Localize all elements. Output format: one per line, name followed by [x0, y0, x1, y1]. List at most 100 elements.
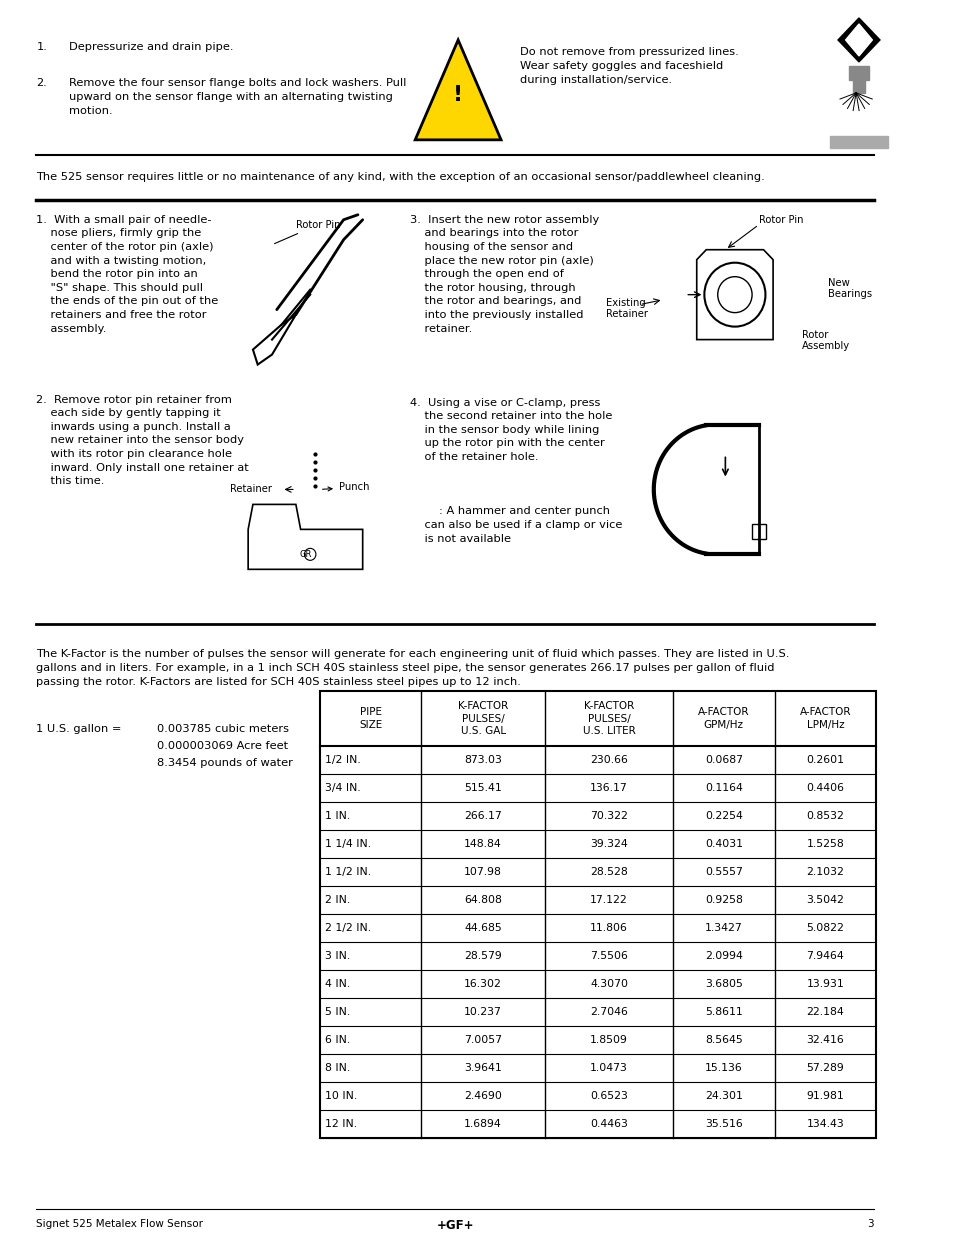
Text: 0.1164: 0.1164: [704, 783, 742, 793]
Text: 0.2601: 0.2601: [805, 755, 843, 766]
Text: A-FACTOR
LPM/Hz: A-FACTOR LPM/Hz: [799, 708, 850, 730]
Text: 107.98: 107.98: [464, 867, 501, 877]
Text: 35.516: 35.516: [704, 1119, 741, 1129]
Text: 8.3454 pounds of water: 8.3454 pounds of water: [157, 758, 294, 768]
Text: 1.0473: 1.0473: [590, 1063, 627, 1073]
Bar: [852, 80, 863, 93]
Text: 1 1/4 IN.: 1 1/4 IN.: [324, 839, 371, 848]
Text: 0.000003069 Acre feet: 0.000003069 Acre feet: [157, 741, 289, 751]
Text: 3: 3: [866, 1219, 873, 1229]
Text: Rotor
Assembly: Rotor Assembly: [801, 330, 849, 351]
Text: A-FACTOR
GPM/Hz: A-FACTOR GPM/Hz: [698, 708, 749, 730]
Text: 134.43: 134.43: [805, 1119, 843, 1129]
Text: 2.1032: 2.1032: [805, 867, 843, 877]
Text: 15.136: 15.136: [704, 1063, 741, 1073]
Polygon shape: [415, 40, 500, 140]
Text: 6 IN.: 6 IN.: [324, 1035, 350, 1045]
Text: 3.9641: 3.9641: [464, 1063, 501, 1073]
Text: : A hammer and center punch
    can also be used if a clamp or vice
    is not a: : A hammer and center punch can also be …: [410, 506, 622, 543]
Text: 0.5557: 0.5557: [704, 867, 742, 877]
Text: 57.289: 57.289: [805, 1063, 843, 1073]
Text: 2.0994: 2.0994: [704, 951, 742, 961]
Text: 136.17: 136.17: [590, 783, 627, 793]
Text: 5 IN.: 5 IN.: [324, 1007, 350, 1016]
Text: 10.237: 10.237: [464, 1007, 501, 1016]
Text: 1 U.S. gallon =: 1 U.S. gallon =: [36, 724, 122, 734]
Text: 1.5258: 1.5258: [805, 839, 843, 848]
Text: 3 IN.: 3 IN.: [324, 951, 350, 961]
Text: 1/2 IN.: 1/2 IN.: [324, 755, 360, 766]
Text: Signet 525 Metalex Flow Sensor: Signet 525 Metalex Flow Sensor: [36, 1219, 203, 1229]
Text: 7.0057: 7.0057: [464, 1035, 501, 1045]
Text: 12 IN.: 12 IN.: [324, 1119, 356, 1129]
Text: 10 IN.: 10 IN.: [324, 1091, 356, 1100]
Text: 0.8532: 0.8532: [805, 811, 843, 821]
Text: 148.84: 148.84: [464, 839, 501, 848]
Text: !: !: [453, 85, 463, 105]
Text: 1.: 1.: [36, 42, 47, 52]
Text: 0.4031: 0.4031: [704, 839, 742, 848]
Text: 2 IN.: 2 IN.: [324, 895, 350, 905]
Text: 1.8509: 1.8509: [590, 1035, 627, 1045]
Text: 0.6523: 0.6523: [590, 1091, 627, 1100]
Text: 0.4463: 0.4463: [590, 1119, 627, 1129]
Text: 4.3070: 4.3070: [589, 979, 627, 989]
Text: K-FACTOR
PULSES/
U.S. LITER: K-FACTOR PULSES/ U.S. LITER: [582, 701, 635, 736]
Text: 4 IN.: 4 IN.: [324, 979, 350, 989]
Text: 5.0822: 5.0822: [805, 923, 843, 932]
Text: The 525 sensor requires little or no maintenance of any kind, with the exception: The 525 sensor requires little or no mai…: [36, 172, 764, 182]
Text: 266.17: 266.17: [464, 811, 501, 821]
Text: Remove the four sensor flange bolts and lock washers. Pull
upward on the sensor : Remove the four sensor flange bolts and …: [69, 78, 406, 116]
Text: Punch: Punch: [322, 483, 369, 493]
Text: 1 1/2 IN.: 1 1/2 IN.: [324, 867, 371, 877]
Text: Do not remove from pressurized lines.
Wear safety goggles and faceshield
during : Do not remove from pressurized lines. We…: [519, 47, 739, 85]
Text: 4.  Using a vise or C-clamp, press
    the second retainer into the hole
    in : 4. Using a vise or C-clamp, press the se…: [410, 398, 612, 462]
Text: 44.685: 44.685: [464, 923, 501, 932]
Text: Depressurize and drain pipe.: Depressurize and drain pipe.: [69, 42, 233, 52]
Text: Rotor Pin: Rotor Pin: [758, 215, 802, 225]
Text: 7.9464: 7.9464: [805, 951, 843, 961]
Text: 3/4 IN.: 3/4 IN.: [324, 783, 360, 793]
Text: 0.2254: 0.2254: [704, 811, 742, 821]
Text: 0.4406: 0.4406: [805, 783, 843, 793]
Text: 1.6894: 1.6894: [464, 1119, 501, 1129]
Polygon shape: [837, 19, 879, 62]
Text: 2.  Remove rotor pin retainer from
    each side by gently tapping it
    inward: 2. Remove rotor pin retainer from each s…: [36, 394, 249, 487]
Text: 3.5042: 3.5042: [805, 895, 843, 905]
Text: 32.416: 32.416: [805, 1035, 843, 1045]
Text: GR: GR: [299, 550, 312, 559]
Text: 0.0687: 0.0687: [704, 755, 742, 766]
Text: 0.003785 cubic meters: 0.003785 cubic meters: [157, 724, 289, 734]
Text: Existing
Retainer: Existing Retainer: [605, 298, 647, 320]
Text: PIPE
SIZE: PIPE SIZE: [358, 708, 382, 730]
Text: 91.981: 91.981: [805, 1091, 843, 1100]
Text: 13.931: 13.931: [805, 979, 843, 989]
Text: 11.806: 11.806: [590, 923, 627, 932]
Text: 24.301: 24.301: [704, 1091, 742, 1100]
Text: 8.5645: 8.5645: [704, 1035, 741, 1045]
Text: 5.8611: 5.8611: [704, 1007, 741, 1016]
Text: 8 IN.: 8 IN.: [324, 1063, 350, 1073]
Text: New
Bearings: New Bearings: [827, 278, 872, 299]
Text: 2 1/2 IN.: 2 1/2 IN.: [324, 923, 371, 932]
Bar: [848, 65, 867, 80]
Text: 70.322: 70.322: [590, 811, 627, 821]
Text: 7.5506: 7.5506: [590, 951, 627, 961]
Bar: [829, 136, 886, 148]
Text: 39.324: 39.324: [590, 839, 627, 848]
Text: 2.: 2.: [36, 78, 47, 88]
Text: 28.579: 28.579: [464, 951, 501, 961]
Text: 873.03: 873.03: [464, 755, 501, 766]
Text: 3.6805: 3.6805: [704, 979, 742, 989]
Text: 17.122: 17.122: [590, 895, 627, 905]
Text: 64.808: 64.808: [464, 895, 501, 905]
Bar: [319, 692, 875, 1137]
Text: +GF+: +GF+: [436, 1219, 474, 1231]
Text: Rotor Pin: Rotor Pin: [274, 220, 340, 243]
Text: 2.7046: 2.7046: [590, 1007, 627, 1016]
Bar: [751, 524, 765, 538]
Text: 2.4690: 2.4690: [464, 1091, 501, 1100]
Text: 1.3427: 1.3427: [704, 923, 741, 932]
Text: 16.302: 16.302: [464, 979, 501, 989]
Text: 22.184: 22.184: [805, 1007, 843, 1016]
